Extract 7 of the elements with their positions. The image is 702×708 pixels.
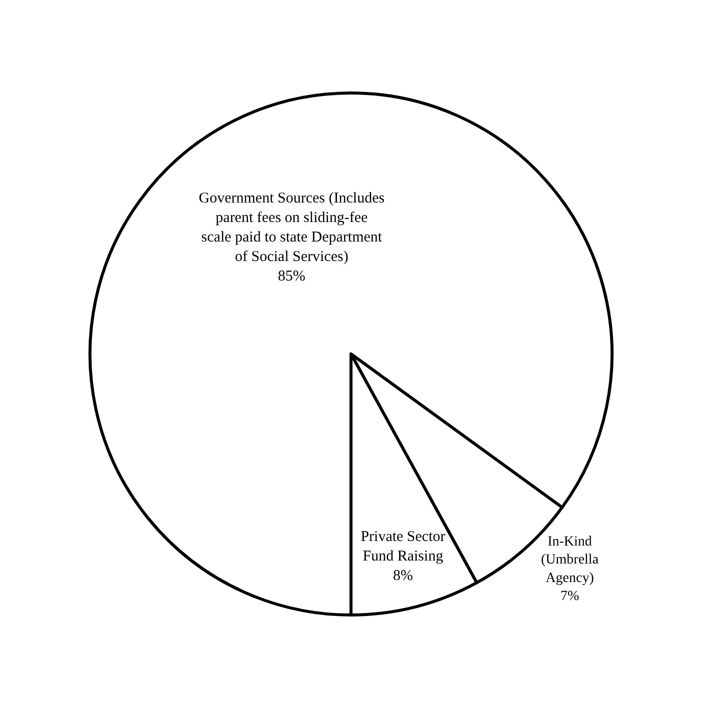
slice-label: Private Sector Fund Raising <box>360 528 446 564</box>
data-label: 8% <box>392 568 413 584</box>
slice-label: Government Sources (Includes parent fees on sliding-fee scale paid to state Department of Social Services) <box>198 190 385 266</box>
data-label: 7% <box>560 589 580 604</box>
slice-label: In-Kind (Umbrella Agency) <box>541 534 600 586</box>
pie-slice <box>88 92 614 616</box>
data-label: 85% <box>278 268 306 285</box>
